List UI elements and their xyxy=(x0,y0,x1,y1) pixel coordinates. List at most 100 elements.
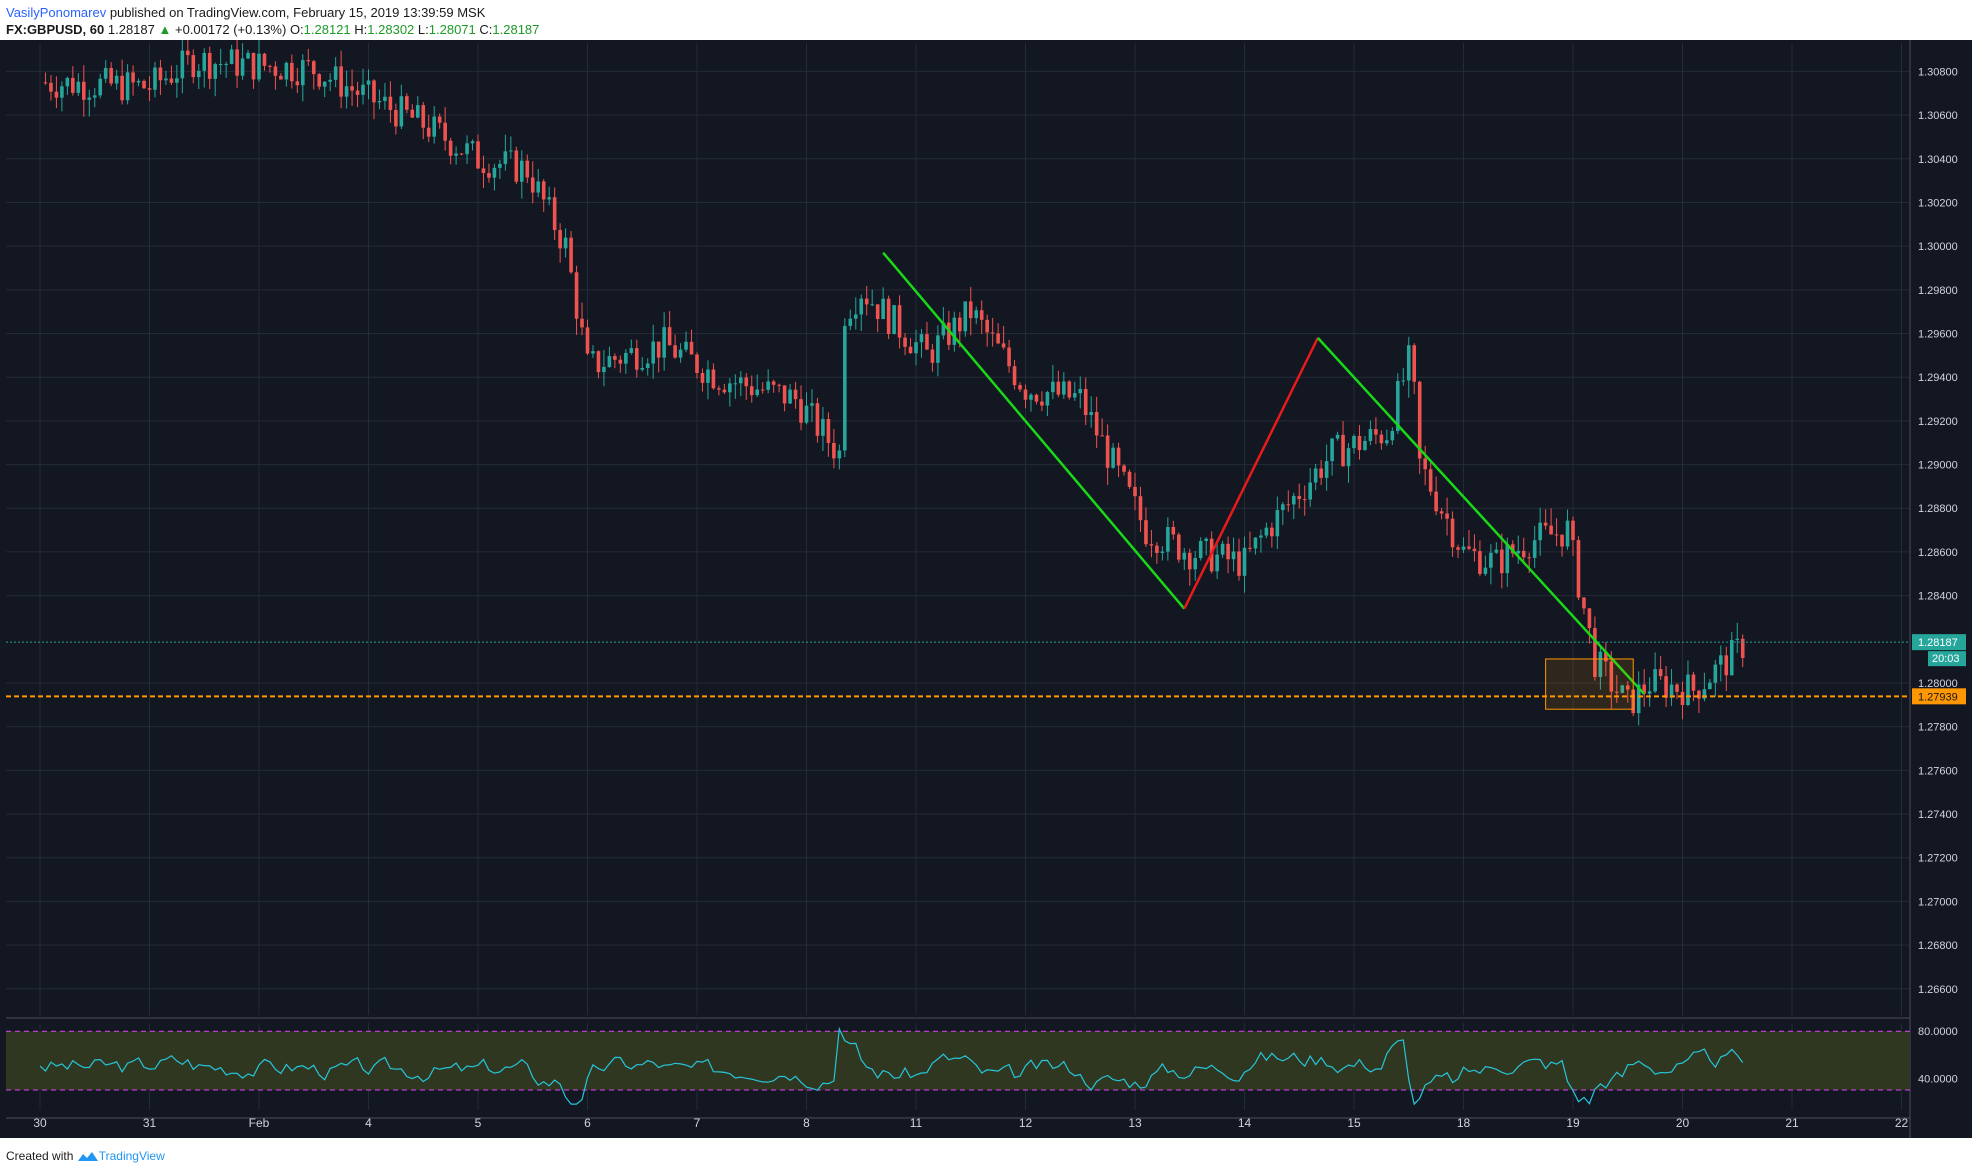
symbol-label[interactable]: FX:GBPUSD, 60 xyxy=(6,22,105,37)
candle xyxy=(771,379,776,393)
candle xyxy=(87,89,92,117)
candle xyxy=(925,321,929,350)
candle xyxy=(580,302,584,336)
candle-body xyxy=(136,80,141,83)
candle-body xyxy=(1593,628,1597,677)
candle xyxy=(613,353,617,369)
candle xyxy=(60,81,64,112)
candle xyxy=(1330,437,1334,476)
candle xyxy=(1155,542,1159,564)
candle xyxy=(202,48,207,88)
chart-svg[interactable]: 30 31 Feb 4 5 6 7 8 11 12 13 14 15 18 19 20 21 22 1.30800 1… xyxy=(0,34,1972,1138)
candle-body xyxy=(350,86,354,91)
candle xyxy=(1094,396,1099,449)
candle-body xyxy=(158,67,163,81)
candle-body xyxy=(1450,518,1455,548)
candle-body xyxy=(1620,685,1625,693)
candle xyxy=(810,389,814,422)
candle-body xyxy=(1729,639,1734,676)
candle-body xyxy=(810,403,814,406)
candle xyxy=(290,54,294,89)
candle-body xyxy=(1467,546,1471,549)
candle xyxy=(547,186,551,206)
candle xyxy=(629,339,634,355)
candle-body xyxy=(1072,393,1077,398)
candle-body xyxy=(229,49,234,64)
candle xyxy=(1516,535,1521,564)
candle-body xyxy=(224,63,228,65)
candle xyxy=(1308,468,1312,507)
open-label: O: xyxy=(289,22,304,37)
candle-body xyxy=(1319,468,1323,478)
candle xyxy=(1434,476,1438,516)
candle-body xyxy=(717,388,721,390)
candle xyxy=(180,34,185,94)
candle xyxy=(1193,550,1198,581)
candle-body xyxy=(1587,608,1592,629)
candle xyxy=(1177,532,1181,563)
tradingview-brand-link[interactable]: TradingView xyxy=(98,1149,165,1163)
candle-body xyxy=(985,319,989,333)
candle xyxy=(832,429,836,469)
candle xyxy=(328,73,332,92)
candle xyxy=(881,287,885,320)
candle-body xyxy=(1363,440,1367,451)
candle xyxy=(262,52,267,71)
candle xyxy=(1040,391,1044,412)
candle-body xyxy=(804,405,809,423)
candle-body xyxy=(1702,689,1707,699)
candle xyxy=(782,385,787,412)
candle-body xyxy=(1609,661,1614,692)
candle-body xyxy=(1538,522,1542,541)
candle-body xyxy=(739,377,743,384)
candle-body xyxy=(1204,538,1208,542)
candle xyxy=(158,59,163,95)
candle xyxy=(279,72,283,80)
candle-body xyxy=(1489,552,1493,568)
chart-area[interactable]: 30 31 Feb 4 5 6 7 8 11 12 13 14 15 18 19 20 21 22 1.30800 1… xyxy=(0,34,1972,1138)
candle xyxy=(1385,429,1389,446)
candle-body xyxy=(218,63,223,65)
candle xyxy=(897,295,902,349)
candle xyxy=(1532,525,1537,568)
candle-body xyxy=(1302,499,1307,501)
candle xyxy=(1658,656,1663,680)
candle xyxy=(1045,390,1050,417)
candle-body xyxy=(1669,684,1674,698)
candle-body xyxy=(1357,435,1362,451)
candle-body xyxy=(629,348,634,353)
candle xyxy=(432,106,436,144)
candle xyxy=(415,96,420,119)
candle-body xyxy=(1138,496,1143,521)
author-link[interactable]: VasilyPonomarev xyxy=(6,5,107,20)
candle xyxy=(755,374,760,397)
candle xyxy=(596,350,601,379)
candle-body xyxy=(1505,544,1510,574)
candle-body xyxy=(142,80,146,89)
created-with: Created with TradingView xyxy=(6,1149,165,1163)
candle xyxy=(552,187,557,240)
candle xyxy=(530,161,535,204)
candle-body xyxy=(306,60,311,62)
candle xyxy=(487,163,491,183)
candle-body xyxy=(525,160,530,178)
candle xyxy=(454,146,458,165)
candle-body xyxy=(257,53,261,80)
trend-line xyxy=(1183,337,1319,610)
candle xyxy=(892,304,896,335)
candle-body xyxy=(979,310,984,320)
candle xyxy=(1439,507,1444,520)
candle xyxy=(749,375,754,403)
candle-body xyxy=(344,86,349,97)
candle xyxy=(153,61,157,98)
candle xyxy=(799,385,803,431)
candle xyxy=(864,286,869,316)
candle xyxy=(974,306,979,325)
candle-body xyxy=(235,49,239,76)
candle-body xyxy=(1390,430,1395,441)
candle-body xyxy=(262,53,267,66)
candle-body xyxy=(1100,435,1104,437)
candle-body xyxy=(897,305,902,338)
candle xyxy=(213,62,217,97)
candle xyxy=(591,345,595,358)
